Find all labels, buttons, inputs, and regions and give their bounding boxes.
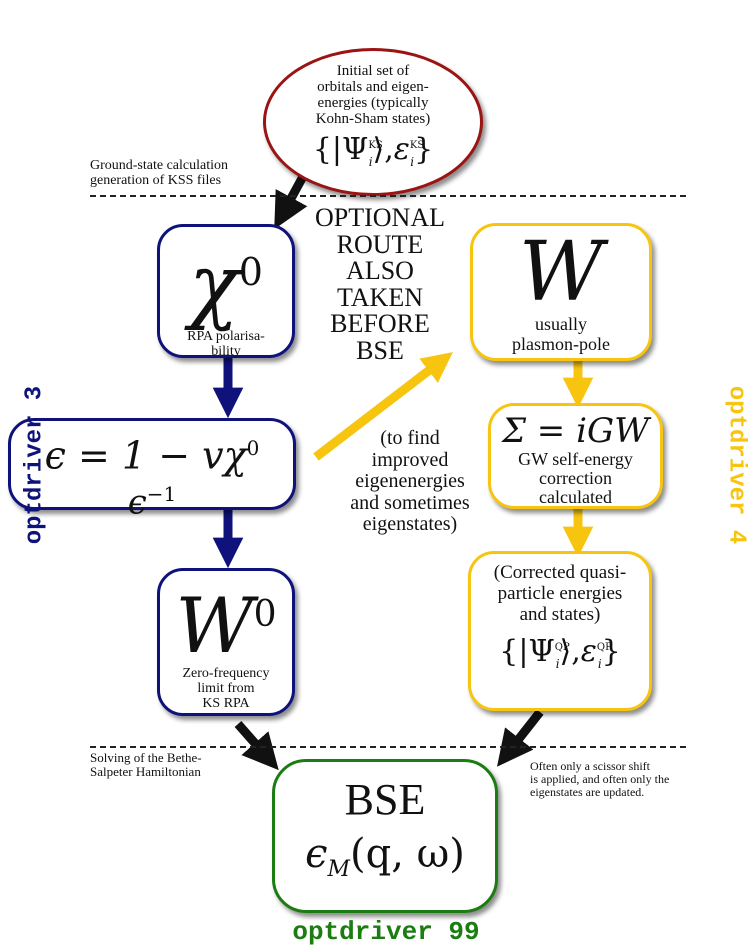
ground-state-label: Ground-state calculation generation of K… <box>90 158 229 188</box>
chi0-symbol: χ0 <box>189 238 263 333</box>
bse-formula: ϵM(q, ω) <box>305 831 465 882</box>
w0-box: W0 Zero-frequency limit from KS RPA <box>157 568 295 716</box>
arrow-optional-route <box>313 352 453 461</box>
sigma-box: Σ = iGW GW self-energy correction calcul… <box>488 403 663 509</box>
chi0-caption: RPA polarisa- bility <box>187 329 265 359</box>
initial-states-ellipse: Initial set of orbitals and eigen- energ… <box>263 48 483 196</box>
optdriver-4-label: optdriver 4 <box>722 385 750 545</box>
top-divider <box>90 195 686 197</box>
epsilon-inverse: ϵ−1 <box>127 481 177 522</box>
arrow-w0-to-bse <box>234 721 279 771</box>
improved-eigenenergies-note: (to find improved eigenenergies and some… <box>350 427 470 535</box>
w-caption: usually plasmon-pole <box>512 314 610 354</box>
w-symbol: W <box>518 225 604 320</box>
ks-states-formula: {|ΨKSi⟩,εKSi} <box>312 132 434 170</box>
scissor-shift-note: Often only a scissor shift is applied, a… <box>530 759 670 799</box>
epsilon-formula: ϵ = 1 − vχ0 <box>44 433 260 478</box>
epsilon-box: ϵ = 1 − vχ0 ϵ−1 <box>8 418 296 519</box>
sigma-formula: Σ = iGW <box>501 411 650 451</box>
chi0-box: χ0 RPA polarisa- bility <box>157 224 295 359</box>
optional-route-text: OPTIONAL ROUTE ALSO TAKEN BEFORE BSE <box>315 203 445 365</box>
w0-symbol: W0 <box>175 581 277 670</box>
qp-box: (Corrected quasi- particle energies and … <box>468 551 652 711</box>
optdriver-3-label: optdriver 3 <box>21 385 49 545</box>
bse-box: BSE ϵM(q, ω) <box>272 759 498 913</box>
optdriver-99-label: optdriver 99 <box>292 917 480 947</box>
qp-states-formula: {|ΨQPi⟩,εQPi} <box>499 634 621 671</box>
qp-caption: (Corrected quasi- particle energies and … <box>493 562 627 625</box>
ellipse-text: Initial set of orbitals and eigen- energ… <box>315 63 431 127</box>
w0-caption: Zero-frequency limit from KS RPA <box>182 666 270 711</box>
w-box: W usually plasmon-pole <box>470 223 652 361</box>
sigma-caption: GW self-energy correction calculated <box>518 449 633 507</box>
bse-solving-label: Solving of the Bethe- Salpeter Hamiltoni… <box>90 750 202 779</box>
bottom-divider <box>90 746 686 748</box>
bse-title: BSE <box>344 775 426 824</box>
